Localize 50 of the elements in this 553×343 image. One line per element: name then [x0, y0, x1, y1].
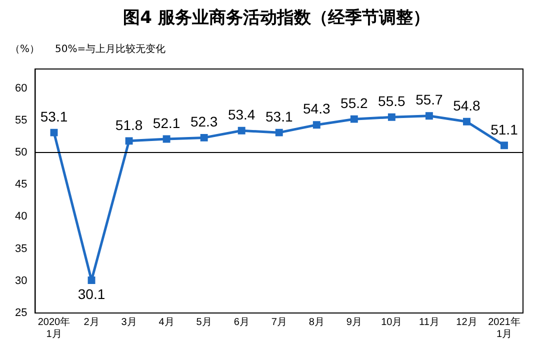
point: [350, 115, 358, 123]
x-tick-label: 2020年 1月: [38, 316, 70, 340]
x-tick-label: 10月: [381, 316, 402, 328]
y-axis-title: （%）: [10, 43, 40, 56]
text: 50%=与上月比较无变化: [55, 42, 166, 56]
point: [312, 121, 320, 129]
x-tick-label: 11月: [419, 316, 440, 328]
x-tick-label: 6月: [234, 316, 250, 328]
x-tick-label: 12月: [456, 316, 478, 328]
data-label: 51.8: [115, 116, 143, 133]
y-tick-label: 50: [14, 146, 28, 159]
data-label: 53.1: [265, 108, 293, 124]
point: [125, 137, 133, 145]
point: [50, 128, 58, 136]
x-tick-label: 4月: [158, 316, 174, 328]
data-label: 53.4: [228, 106, 256, 122]
point: [238, 126, 246, 134]
data-label: 51.1: [490, 121, 518, 138]
data-label: 53.1: [40, 108, 68, 124]
y-tick-label: 25: [14, 307, 28, 320]
y-tick-label: 55: [14, 114, 28, 126]
x-tick-label: 2月: [84, 316, 100, 328]
x-tick-label: 2021年 1月: [488, 316, 520, 340]
data-label: 30.1: [78, 286, 106, 302]
point: [200, 134, 208, 142]
x-tick-label: 8月: [308, 316, 324, 328]
chart-title: 图4 服务业商务活动指数（经季节调整）: [122, 7, 431, 29]
x-tick-label: 3月: [121, 316, 137, 328]
data-label: 55.2: [340, 94, 368, 111]
data-label: 54.3: [303, 100, 330, 117]
x-tick-label: 9月: [346, 316, 362, 328]
point: [462, 118, 470, 126]
y-tick-label: 45: [14, 178, 28, 191]
y-tick-label: 60: [14, 82, 28, 94]
data-label: 52.3: [190, 114, 218, 130]
point: [162, 135, 170, 143]
data-label: 55.7: [416, 92, 444, 108]
x-tick-label: 7月: [271, 316, 287, 328]
point: [425, 112, 433, 120]
data-label: 55.5: [378, 93, 406, 110]
y-tick-label: 35: [14, 242, 28, 255]
point: [500, 142, 508, 150]
y-tick-label: 30: [14, 274, 28, 287]
point: [388, 113, 396, 121]
data-label: 52.1: [152, 114, 180, 131]
point: [88, 276, 96, 284]
y-tick-label: 40: [14, 210, 28, 223]
data-label: 54.8: [453, 98, 481, 114]
x-tick-label: 5月: [196, 316, 212, 328]
point: [275, 128, 283, 136]
